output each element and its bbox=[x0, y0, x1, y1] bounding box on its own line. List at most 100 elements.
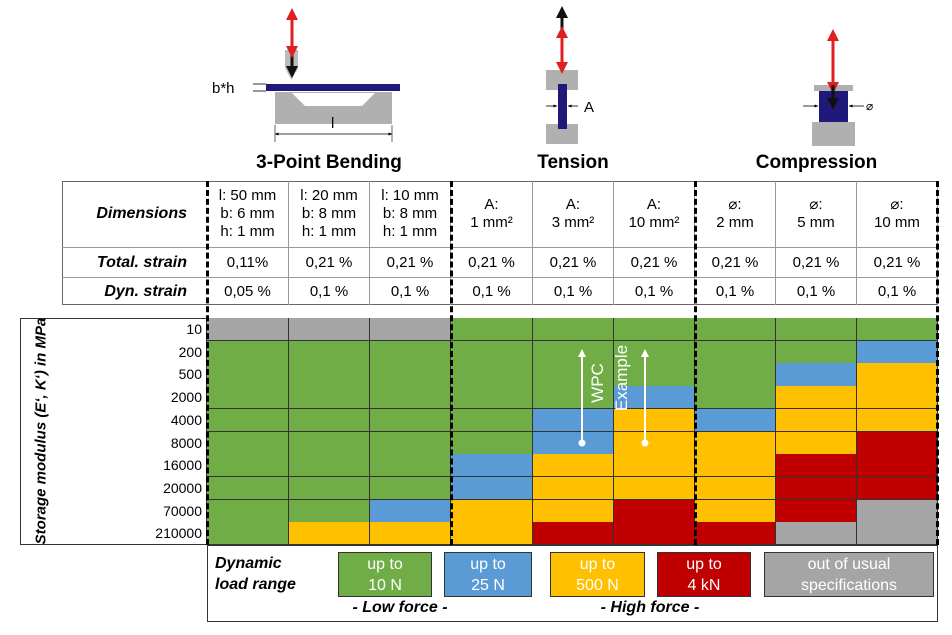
table-cell-dimensions: l: 50 mm b: 6 mm h: 1 mm bbox=[207, 181, 289, 248]
load-range-cell bbox=[614, 318, 695, 342]
modulus-label: 20000 bbox=[163, 479, 202, 496]
modulus-label: 10 bbox=[186, 321, 202, 337]
load-range-cell bbox=[776, 363, 857, 387]
row-label-dimensions: Dimensions bbox=[62, 181, 207, 248]
l-label: l bbox=[331, 115, 334, 132]
load-range-cell bbox=[207, 431, 289, 455]
load-range-cell bbox=[695, 408, 776, 432]
load-range-cell bbox=[857, 499, 938, 523]
load-range-cell bbox=[370, 499, 451, 523]
load-range-cell bbox=[289, 522, 370, 546]
load-range-cell bbox=[695, 499, 776, 523]
load-range-cell bbox=[451, 454, 533, 478]
load-range-cell bbox=[857, 340, 938, 364]
load-range-cell bbox=[370, 318, 451, 342]
table-cell-total-strain: 0,21 % bbox=[695, 248, 776, 278]
load-range-cell bbox=[776, 454, 857, 478]
load-range-cell bbox=[370, 476, 451, 501]
load-range-cell bbox=[451, 522, 533, 546]
table-cell-dimensions: A: 3 mm² bbox=[533, 181, 614, 248]
load-range-cell bbox=[370, 363, 451, 387]
load-range-cell bbox=[207, 476, 289, 501]
divider bbox=[206, 181, 209, 545]
load-range-cell bbox=[857, 386, 938, 410]
load-range-cell bbox=[776, 431, 857, 455]
load-range-cell bbox=[289, 476, 370, 501]
modulus-label: 2000 bbox=[170, 389, 202, 406]
load-range-cell bbox=[370, 386, 451, 410]
y-axis-label: Storage modulus (E‘, K‘) in MPa bbox=[32, 317, 50, 545]
load-range-cell bbox=[370, 431, 451, 455]
table-cell-dyn-strain: 0,1 % bbox=[614, 278, 695, 305]
load-range-cell bbox=[370, 408, 451, 432]
table-cell-dyn-strain: 0,05 % bbox=[207, 278, 289, 305]
modulus-label: 8000 bbox=[170, 434, 202, 451]
example-annotation: Example bbox=[612, 344, 631, 412]
modulus-label: 210000 bbox=[155, 525, 202, 542]
load-range-cell bbox=[451, 499, 533, 523]
load-range-cell bbox=[857, 363, 938, 387]
load-range-cell bbox=[857, 318, 938, 342]
load-range-cell bbox=[289, 386, 370, 410]
table-cell-dyn-strain: 0,1 % bbox=[776, 278, 857, 305]
legend-title: Dynamic load range bbox=[215, 555, 296, 593]
modulus-label: 70000 bbox=[163, 502, 202, 519]
table-cell-total-strain: 0,21 % bbox=[289, 248, 370, 278]
load-range-cell bbox=[207, 386, 289, 410]
row-label-total-strain: Total. strain bbox=[62, 248, 207, 278]
load-range-cell bbox=[207, 499, 289, 523]
load-range-cell bbox=[451, 318, 533, 342]
modulus-label: 4000 bbox=[170, 411, 202, 428]
legend-item: up to 500 N bbox=[550, 552, 645, 597]
table-cell-dyn-strain: 0,1 % bbox=[857, 278, 938, 305]
load-range-cell bbox=[533, 340, 614, 364]
load-range-cell bbox=[857, 522, 938, 546]
load-range-cell bbox=[451, 386, 533, 410]
table-cell-total-strain: 0,21 % bbox=[533, 248, 614, 278]
high-force-label: - High force - bbox=[600, 599, 700, 616]
load-range-cell bbox=[776, 499, 857, 523]
load-range-cell bbox=[614, 522, 695, 546]
load-range-cell bbox=[857, 431, 938, 455]
table-cell-dimensions: A: 10 mm² bbox=[614, 181, 695, 248]
load-range-cell bbox=[289, 454, 370, 478]
load-range-cell bbox=[695, 318, 776, 342]
divider bbox=[450, 181, 453, 545]
load-range-cell bbox=[207, 454, 289, 478]
table-cell-total-strain: 0,21 % bbox=[370, 248, 451, 278]
load-range-cell bbox=[695, 522, 776, 546]
load-range-cell bbox=[289, 499, 370, 523]
load-range-cell bbox=[533, 386, 614, 410]
load-range-cell bbox=[776, 408, 857, 432]
load-range-cell bbox=[289, 318, 370, 342]
load-range-cell bbox=[776, 340, 857, 364]
low-force-label: - Low force - bbox=[352, 599, 448, 616]
load-range-cell bbox=[289, 408, 370, 432]
modulus-label: 500 bbox=[178, 366, 202, 383]
modulus-label: 200 bbox=[178, 343, 202, 360]
load-range-cell bbox=[207, 318, 289, 342]
load-range-cell bbox=[289, 340, 370, 364]
table-cell-total-strain: 0,21 % bbox=[614, 248, 695, 278]
annotation-arrows bbox=[578, 349, 649, 447]
load-range-cell bbox=[533, 454, 614, 478]
load-range-cell bbox=[533, 363, 614, 387]
bending-setup-icon: b*h l bbox=[212, 7, 400, 142]
table-cell-dimensions: l: 20 mm b: 8 mm h: 1 mm bbox=[289, 181, 370, 248]
load-range-cell bbox=[370, 522, 451, 546]
title-bending: 3-Point Bending bbox=[256, 152, 402, 173]
tension-setup-icon: A bbox=[546, 5, 594, 144]
divider bbox=[936, 181, 939, 545]
table-cell-total-strain: 0,21 % bbox=[451, 248, 533, 278]
load-range-cell bbox=[857, 476, 938, 501]
load-range-cell bbox=[695, 454, 776, 478]
compression-setup-icon: ⌀ bbox=[803, 28, 873, 146]
wpc-annotation: WPC bbox=[588, 363, 607, 403]
load-range-cell bbox=[614, 454, 695, 478]
load-range-cell bbox=[776, 318, 857, 342]
load-range-cell bbox=[370, 340, 451, 364]
table-cell-dyn-strain: 0,1 % bbox=[370, 278, 451, 305]
load-range-cell bbox=[533, 431, 614, 455]
load-range-cell bbox=[207, 340, 289, 364]
load-range-cell bbox=[695, 386, 776, 410]
